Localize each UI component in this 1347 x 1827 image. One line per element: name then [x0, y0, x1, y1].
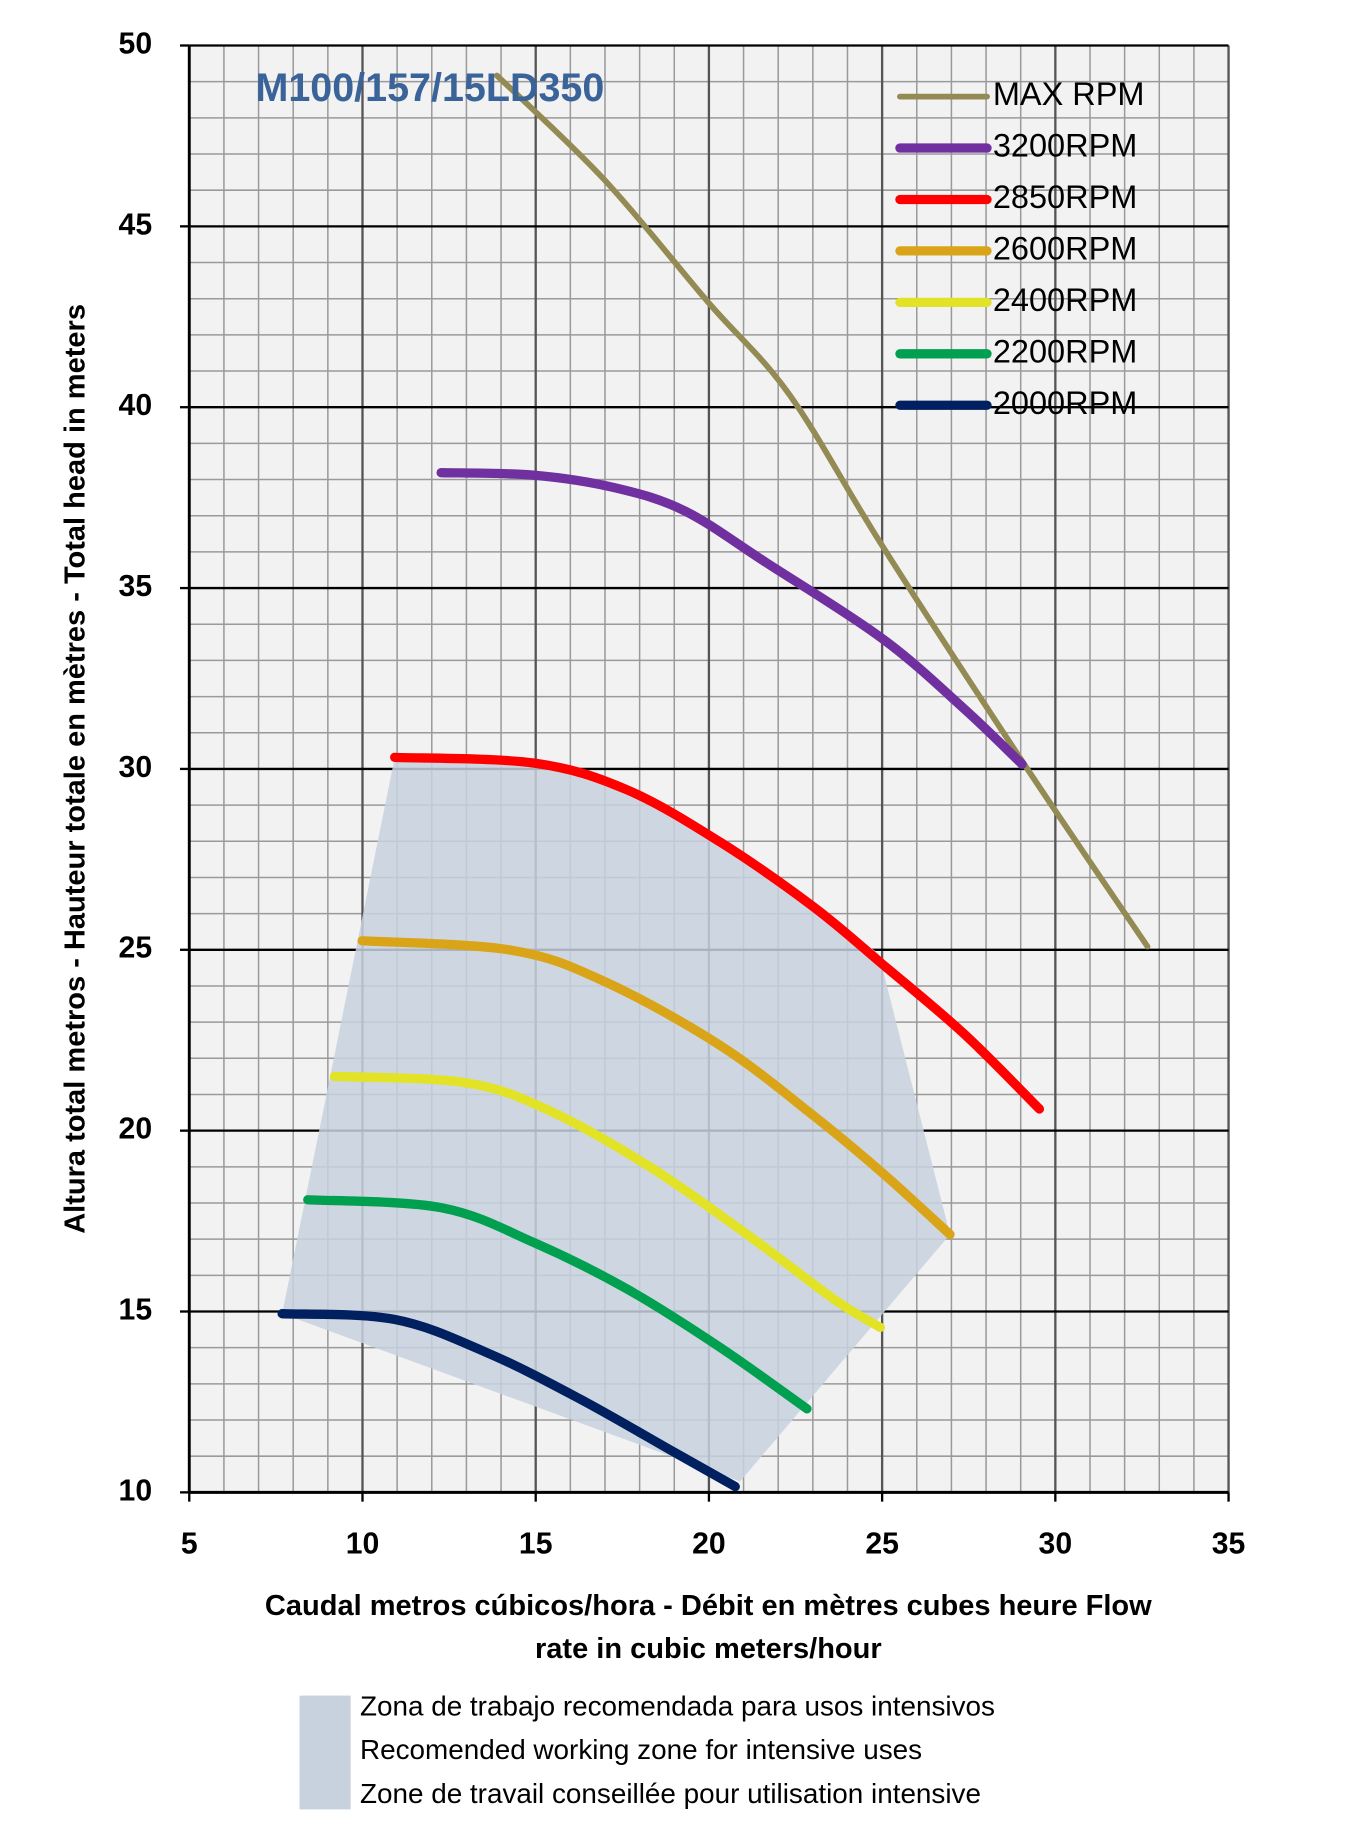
legend-label: 2850RPM [993, 179, 1138, 215]
chart-title: M100/157/15LD350 [255, 66, 604, 110]
y-axis-title: Altura total metros - Hauteur totale en … [59, 304, 91, 1234]
y-tick-label: 35 [119, 570, 153, 603]
legend-label: 3200RPM [993, 128, 1138, 164]
y-tick-label: 30 [119, 751, 153, 784]
legend-label: 2000RPM [993, 385, 1138, 421]
x-tick-label: 20 [692, 1528, 726, 1561]
y-tick-label: 40 [119, 389, 153, 422]
series-line [329, 1071, 886, 1333]
legend-label: 2200RPM [993, 333, 1138, 369]
x-tick-label: 10 [346, 1528, 380, 1561]
x-axis-title: Caudal metros cúbicos/hora - Débit en mè… [265, 1590, 1152, 1622]
zone-legend-label: Zone de travail conseillée pour utilisat… [360, 1778, 981, 1809]
series-line [357, 936, 955, 1240]
zone-legend-label: Recomended working zone for intensive us… [360, 1734, 922, 1765]
x-tick-label: 15 [519, 1528, 553, 1561]
y-tick-label: 20 [119, 1113, 153, 1146]
y-tick-label: 45 [119, 208, 153, 241]
zone-legend-swatch [299, 1695, 351, 1810]
y-tick-label: 10 [119, 1474, 153, 1507]
x-tick-label: 25 [865, 1528, 899, 1561]
y-tick-label: 50 [119, 27, 153, 60]
legend-label: 2600RPM [993, 231, 1138, 267]
working-zone [282, 757, 951, 1482]
series-line [303, 1195, 812, 1414]
x-axis-title: rate in cubic meters/hour [535, 1633, 882, 1665]
series-line [436, 468, 1027, 769]
x-tick-label: 30 [1039, 1528, 1073, 1561]
series-line [390, 752, 1045, 1114]
legend-label: MAX RPM [993, 76, 1145, 112]
y-tick-label: 25 [119, 932, 153, 965]
series-line [277, 1309, 740, 1492]
legend-label: 2400RPM [993, 282, 1138, 318]
y-tick-label: 15 [119, 1293, 153, 1326]
zone-legend-label: Zona de trabajo recomendada para usos in… [360, 1691, 995, 1722]
plot [277, 72, 1151, 1492]
x-tick-label: 5 [181, 1528, 198, 1561]
x-tick-label: 35 [1212, 1528, 1246, 1561]
